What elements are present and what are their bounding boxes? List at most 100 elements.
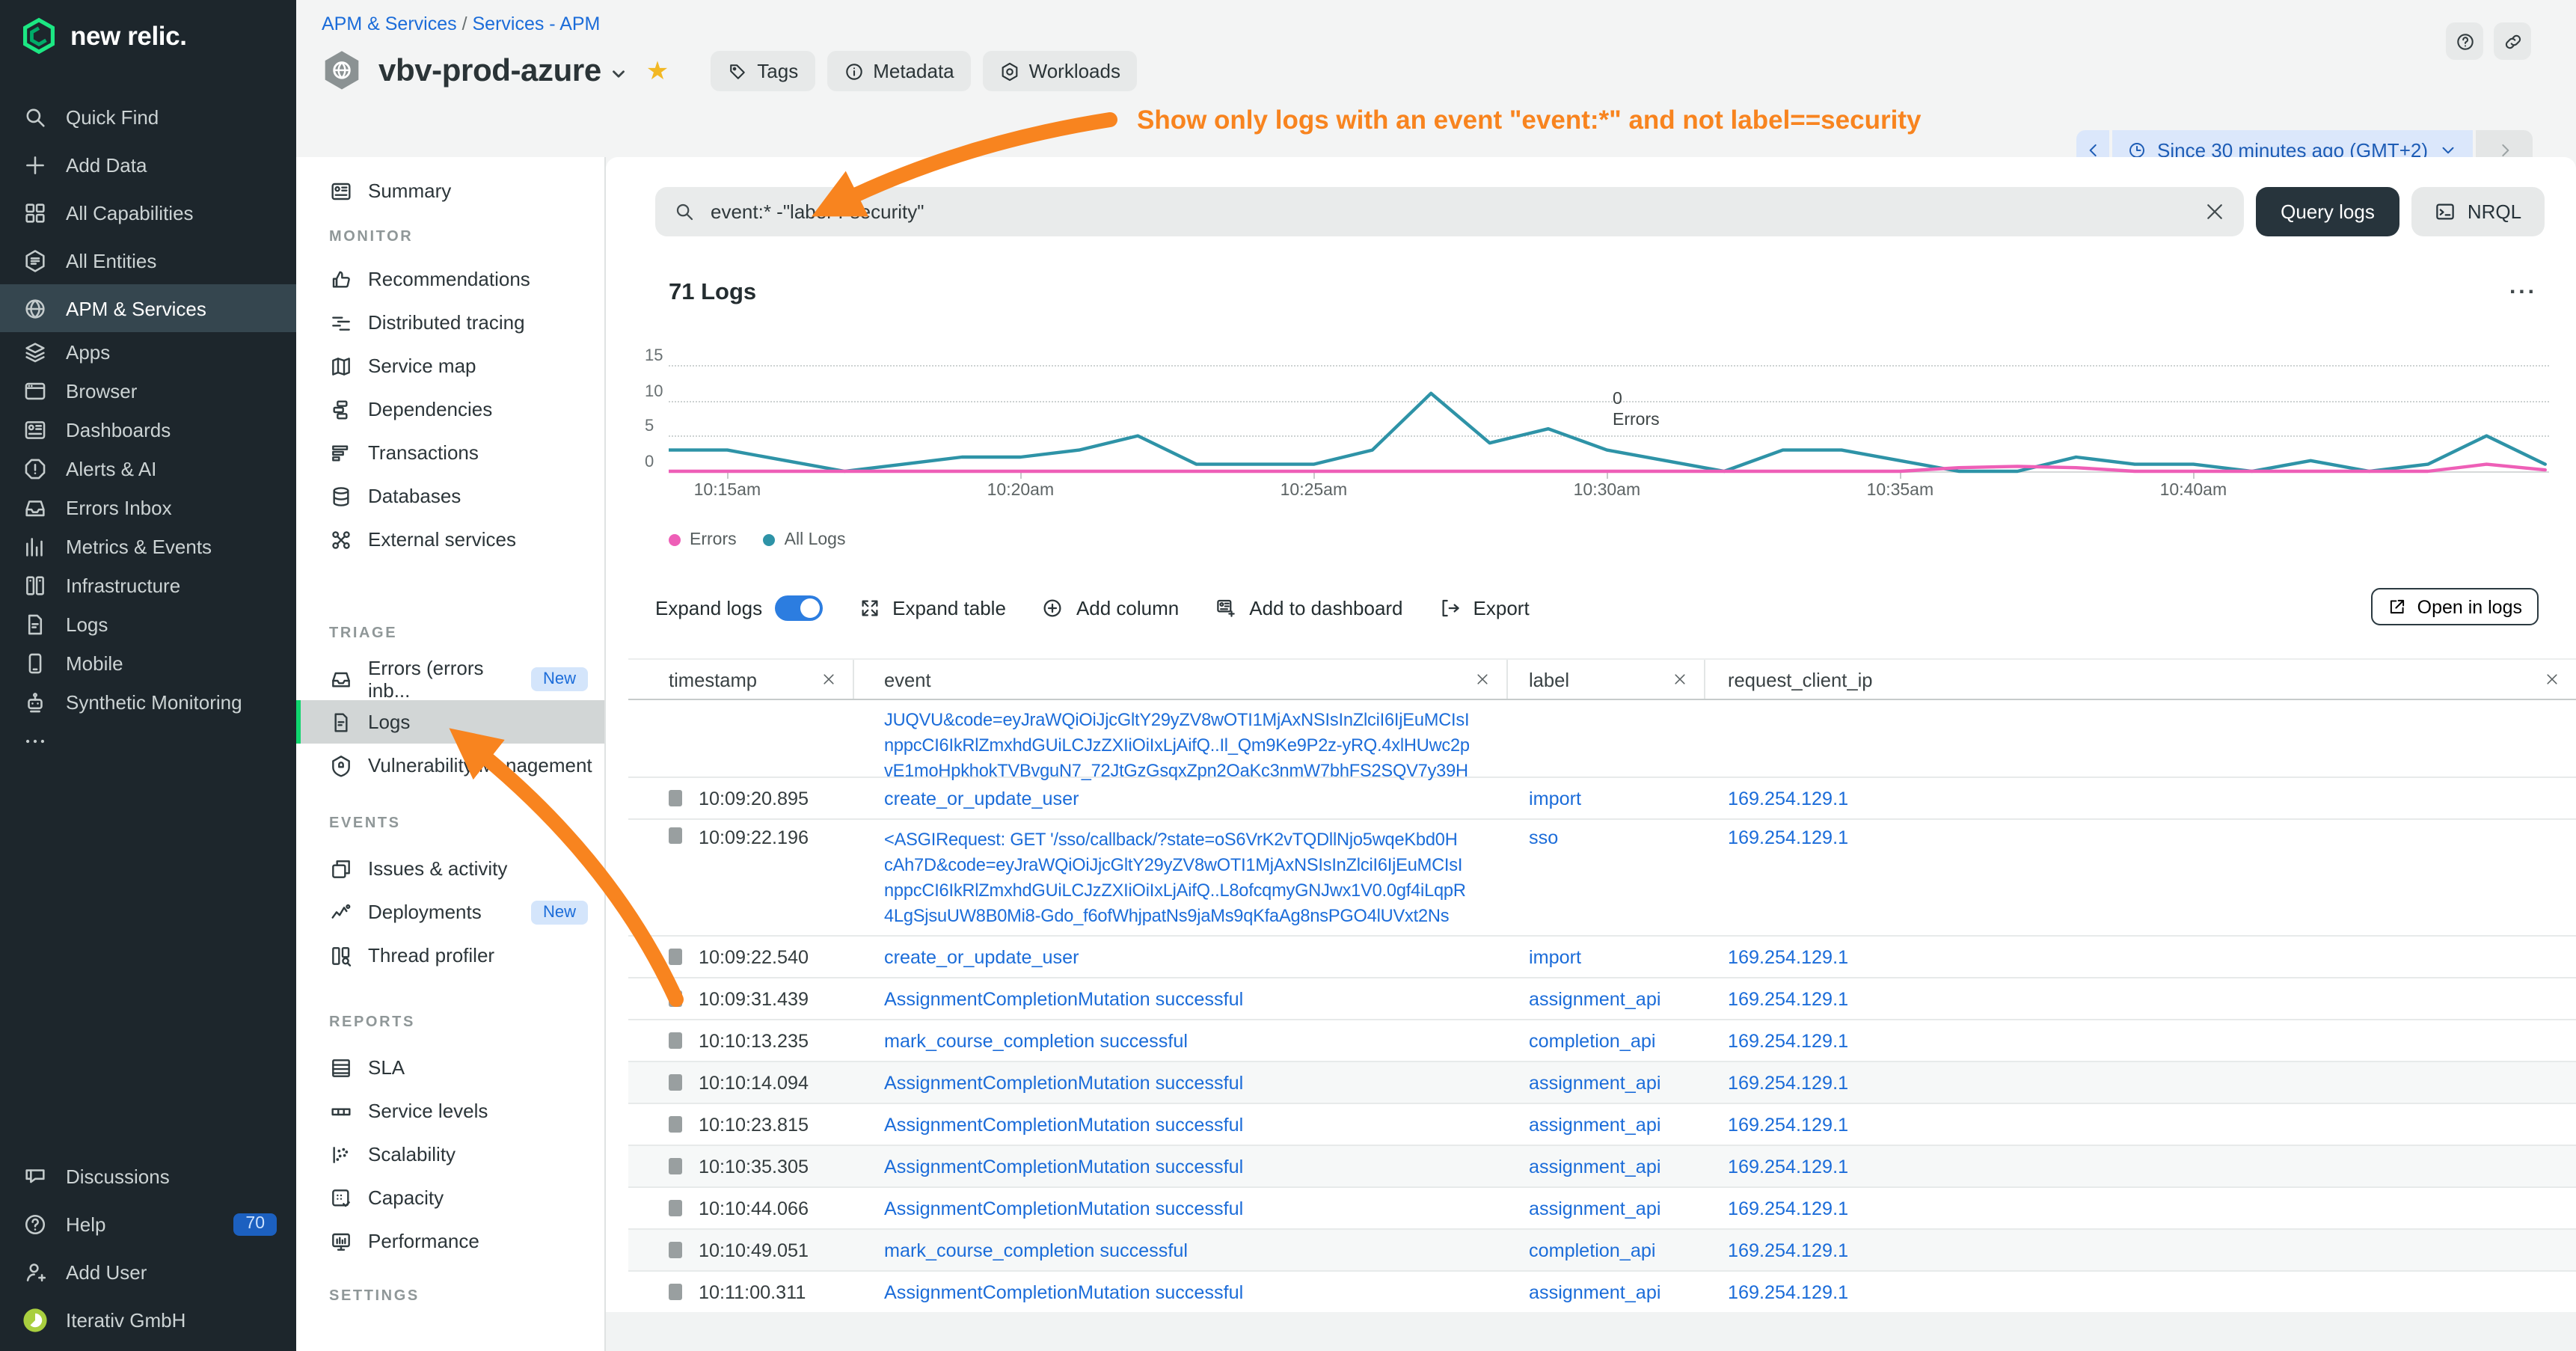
sidebar-item-logs[interactable]: Logs [0, 604, 296, 643]
toolbar-expand-table[interactable]: Expand table [858, 596, 1006, 619]
label-link[interactable]: assignment_api [1529, 988, 1661, 1009]
label-link[interactable]: import [1529, 946, 1581, 967]
help-circle-button[interactable] [2446, 22, 2483, 60]
query-logs-button[interactable]: Query logs [2256, 187, 2399, 236]
column-header-request-client-ip[interactable]: request_client_ip [1705, 660, 2576, 699]
subnav-item-errors-errors-inb[interactable]: Errors (errors inb... New [296, 656, 604, 701]
table-row[interactable]: 10:10:44.066 AssignmentCompletionMutation… [628, 1188, 2576, 1230]
table-row[interactable]: 10:11:00.311 AssignmentCompletionMutation… [628, 1272, 2576, 1314]
sidebar-item-more[interactable] [0, 721, 296, 760]
label-link[interactable]: assignment_api [1529, 1156, 1661, 1177]
event-link[interactable]: <ASGIRequest: GET '/sso/callback/?state=… [884, 829, 1466, 926]
label-link[interactable]: import [1529, 788, 1581, 809]
sidebar-item-discussions[interactable]: Discussions [0, 1152, 296, 1200]
ip-link[interactable]: 169.254.129.1 [1728, 827, 1849, 848]
event-link[interactable]: create_or_update_user [884, 946, 1079, 967]
column-header-label[interactable]: label [1508, 660, 1705, 699]
sidebar-item-alerts-ai[interactable]: Alerts & AI [0, 449, 296, 488]
toolbar-export[interactable]: Export [1439, 596, 1530, 619]
sidebar-item-add-data[interactable]: Add Data [0, 141, 296, 189]
table-row[interactable]: 10:09:20.895 create_or_update_user import 1… [628, 778, 2576, 820]
ip-link[interactable]: 169.254.129.1 [1728, 988, 1849, 1009]
event-link[interactable]: AssignmentCompletionMutation successful [884, 988, 1244, 1009]
subnav-item-issues-activity[interactable]: Issues & activity [296, 847, 604, 890]
sidebar-item-infrastructure[interactable]: Infrastructure [0, 566, 296, 604]
sidebar-item-iterativ-gmbh[interactable]: Iterativ GmbH [0, 1296, 296, 1344]
sidebar-item-apps[interactable]: Apps [0, 332, 296, 371]
new-relic-logo[interactable]: new relic. [19, 16, 187, 55]
toolbar-add-to-dashboard[interactable]: Add to dashboard [1215, 596, 1403, 619]
favorite-star-icon[interactable]: ★ [645, 56, 669, 85]
table-row[interactable]: JUQVU&code=eyJraWQiOiJjcGltY29yZV8wOTI1M… [628, 700, 2576, 781]
label-link[interactable]: assignment_api [1529, 1198, 1661, 1219]
sidebar-item-quick-find[interactable]: Quick Find [0, 93, 296, 141]
table-row[interactable]: 10:10:13.235 mark_course_completion succe… [628, 1020, 2576, 1062]
event-link[interactable]: create_or_update_user [884, 788, 1079, 809]
breadcrumb-apm-services[interactable]: APM & Services [322, 13, 457, 34]
event-link[interactable]: AssignmentCompletionMutation successful [884, 1114, 1244, 1135]
sidebar-item-errors-inbox[interactable]: Errors Inbox [0, 488, 296, 527]
label-link[interactable]: assignment_api [1529, 1281, 1661, 1302]
chip-button-workloads[interactable]: Workloads [982, 51, 1137, 91]
table-row[interactable]: 10:10:49.051 mark_course_completion succe… [628, 1230, 2576, 1272]
clear-query-icon[interactable] [2204, 200, 2226, 223]
nrql-button[interactable]: NRQL [2411, 187, 2545, 236]
remove-column-icon[interactable] [821, 672, 836, 687]
column-header-event[interactable]: event [854, 660, 1508, 699]
event-link[interactable]: mark_course_completion successful [884, 1240, 1188, 1260]
label-link[interactable]: sso [1529, 827, 1559, 848]
log-query-input[interactable]: event:* -"label":"security" [711, 200, 924, 223]
table-row[interactable]: 10:09:31.439 AssignmentCompletionMutation… [628, 978, 2576, 1020]
label-link[interactable]: completion_api [1529, 1240, 1656, 1260]
subnav-item-sla[interactable]: SLA [296, 1046, 604, 1089]
table-row[interactable]: 10:10:35.305 AssignmentCompletionMutation… [628, 1146, 2576, 1188]
subnav-item-thread-profiler[interactable]: Thread profiler [296, 934, 604, 977]
ip-link[interactable]: 169.254.129.1 [1728, 1281, 1849, 1302]
column-header-timestamp[interactable]: timestamp [628, 660, 854, 699]
legend-all-logs[interactable]: All Logs [763, 531, 845, 549]
sidebar-item-dashboards[interactable]: Dashboards [0, 410, 296, 449]
subnav-item-summary[interactable]: Summary [296, 169, 604, 212]
event-link[interactable]: AssignmentCompletionMutation successful [884, 1281, 1244, 1302]
legend-errors[interactable]: Errors [669, 531, 737, 549]
chart-options-menu[interactable]: ... [2509, 274, 2537, 299]
remove-column-icon[interactable] [2545, 672, 2560, 687]
sidebar-item-help[interactable]: Help 70 [0, 1200, 296, 1248]
ip-link[interactable]: 169.254.129.1 [1728, 1072, 1849, 1093]
subnav-item-recommendations[interactable]: Recommendations [296, 257, 604, 301]
table-row[interactable]: 10:09:22.196 <ASGIRequest: GET '/sso/call… [628, 820, 2576, 937]
ip-link[interactable]: 169.254.129.1 [1728, 1240, 1849, 1260]
chip-button-metadata[interactable]: Metadata [827, 51, 971, 91]
expand-logs-toggle[interactable] [774, 595, 823, 620]
subnav-item-service-levels[interactable]: Service levels [296, 1089, 604, 1133]
sidebar-item-mobile[interactable]: Mobile [0, 643, 296, 682]
event-link[interactable]: AssignmentCompletionMutation successful [884, 1156, 1244, 1177]
subnav-item-distributed-tracing[interactable]: Distributed tracing [296, 301, 604, 344]
entity-chevron-down-icon[interactable] [609, 64, 628, 84]
sidebar-item-browser[interactable]: Browser [0, 371, 296, 410]
subnav-item-scalability[interactable]: Scalability [296, 1133, 604, 1176]
chip-button-tags[interactable]: Tags [711, 51, 815, 91]
ip-link[interactable]: 169.254.129.1 [1728, 788, 1849, 809]
sidebar-item-metrics-events[interactable]: Metrics & Events [0, 527, 296, 566]
sidebar-item-all-capabilities[interactable]: All Capabilities [0, 189, 296, 236]
toolbar-expand-logs[interactable]: Expand logs [655, 595, 823, 620]
ip-link[interactable]: 169.254.129.1 [1728, 1030, 1849, 1051]
sidebar-item-all-entities[interactable]: All Entities [0, 236, 296, 284]
subnav-item-dependencies[interactable]: Dependencies [296, 387, 604, 431]
label-link[interactable]: completion_api [1529, 1030, 1656, 1051]
subnav-item-deployments[interactable]: Deployments New [296, 890, 604, 934]
subnav-item-service-map[interactable]: Service map [296, 344, 604, 387]
label-link[interactable]: assignment_api [1529, 1072, 1661, 1093]
sidebar-item-add-user[interactable]: Add User [0, 1248, 296, 1296]
subnav-item-transactions[interactable]: Transactions [296, 431, 604, 474]
sidebar-item-synthetic-monitoring[interactable]: Synthetic Monitoring [0, 682, 296, 721]
toolbar-add-column[interactable]: Add column [1042, 596, 1179, 619]
table-row[interactable]: 10:10:23.815 AssignmentCompletionMutation… [628, 1104, 2576, 1146]
event-link[interactable]: AssignmentCompletionMutation successful [884, 1072, 1244, 1093]
subnav-item-performance[interactable]: Performance [296, 1219, 604, 1263]
subnav-item-vulnerability-management[interactable]: Vulnerability Management [296, 744, 604, 787]
open-in-logs-button[interactable]: Open in logs [2370, 588, 2539, 625]
event-link[interactable]: AssignmentCompletionMutation successful [884, 1198, 1244, 1219]
ip-link[interactable]: 169.254.129.1 [1728, 1156, 1849, 1177]
